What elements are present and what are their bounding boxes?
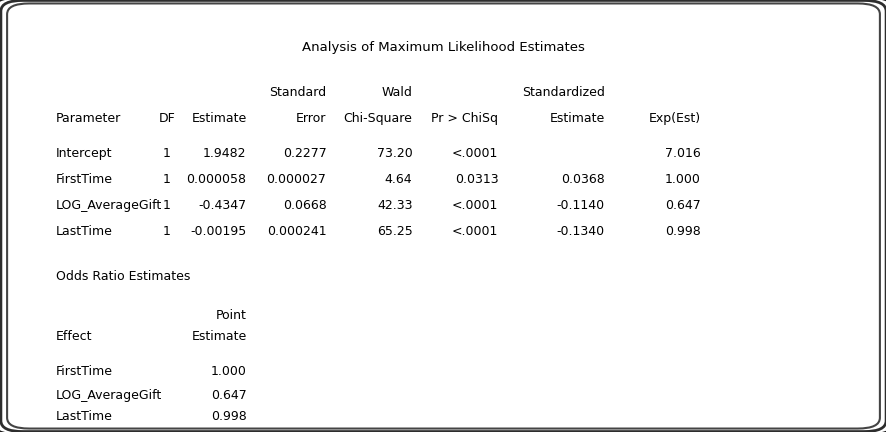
Text: LastTime: LastTime: [56, 225, 113, 238]
Text: 0.2277: 0.2277: [283, 147, 326, 160]
Text: 0.000027: 0.000027: [266, 173, 326, 186]
Text: Point: Point: [215, 309, 246, 322]
Text: 65.25: 65.25: [377, 225, 412, 238]
Text: DF: DF: [159, 112, 175, 125]
Text: 1: 1: [163, 173, 170, 186]
Text: -0.1340: -0.1340: [556, 225, 604, 238]
Text: FirstTime: FirstTime: [56, 365, 113, 378]
Text: -0.1140: -0.1140: [556, 199, 604, 212]
Text: FirstTime: FirstTime: [56, 173, 113, 186]
Text: <.0001: <.0001: [452, 199, 498, 212]
Text: 0.647: 0.647: [211, 389, 246, 402]
Text: 0.0313: 0.0313: [455, 173, 498, 186]
Text: 73.20: 73.20: [377, 147, 412, 160]
Text: Estimate: Estimate: [191, 330, 246, 343]
Text: 42.33: 42.33: [377, 199, 412, 212]
Text: LOG_AverageGift: LOG_AverageGift: [56, 199, 162, 212]
Text: 1: 1: [163, 199, 170, 212]
Text: 0.000058: 0.000058: [186, 173, 246, 186]
Text: Estimate: Estimate: [549, 112, 604, 125]
Text: 0.998: 0.998: [211, 410, 246, 423]
Text: 7.016: 7.016: [664, 147, 700, 160]
Text: Pr > ChiSq: Pr > ChiSq: [431, 112, 498, 125]
Text: 1: 1: [163, 225, 170, 238]
Text: 4.64: 4.64: [385, 173, 412, 186]
Text: LOG_AverageGift: LOG_AverageGift: [56, 389, 162, 402]
Text: Estimate: Estimate: [191, 112, 246, 125]
Text: 1.9482: 1.9482: [203, 147, 246, 160]
Text: Effect: Effect: [56, 330, 92, 343]
Text: Odds Ratio Estimates: Odds Ratio Estimates: [56, 270, 190, 283]
Text: <.0001: <.0001: [452, 225, 498, 238]
Text: Parameter: Parameter: [56, 112, 121, 125]
Text: 0.647: 0.647: [664, 199, 700, 212]
Text: Standardized: Standardized: [522, 86, 604, 99]
Text: Error: Error: [296, 112, 326, 125]
Text: <.0001: <.0001: [452, 147, 498, 160]
Text: Standard: Standard: [269, 86, 326, 99]
Text: 0.0368: 0.0368: [561, 173, 604, 186]
Text: Wald: Wald: [381, 86, 412, 99]
Text: 1: 1: [163, 147, 170, 160]
Text: Chi-Square: Chi-Square: [343, 112, 412, 125]
Text: 0.0668: 0.0668: [283, 199, 326, 212]
Text: 0.998: 0.998: [664, 225, 700, 238]
Text: 1.000: 1.000: [211, 365, 246, 378]
Text: 1.000: 1.000: [664, 173, 700, 186]
Text: Analysis of Maximum Likelihood Estimates: Analysis of Maximum Likelihood Estimates: [302, 41, 584, 54]
Text: 0.000241: 0.000241: [267, 225, 326, 238]
Text: -0.00195: -0.00195: [190, 225, 246, 238]
Text: -0.4347: -0.4347: [198, 199, 246, 212]
Text: Exp(Est): Exp(Est): [648, 112, 700, 125]
Text: Intercept: Intercept: [56, 147, 113, 160]
Text: LastTime: LastTime: [56, 410, 113, 423]
